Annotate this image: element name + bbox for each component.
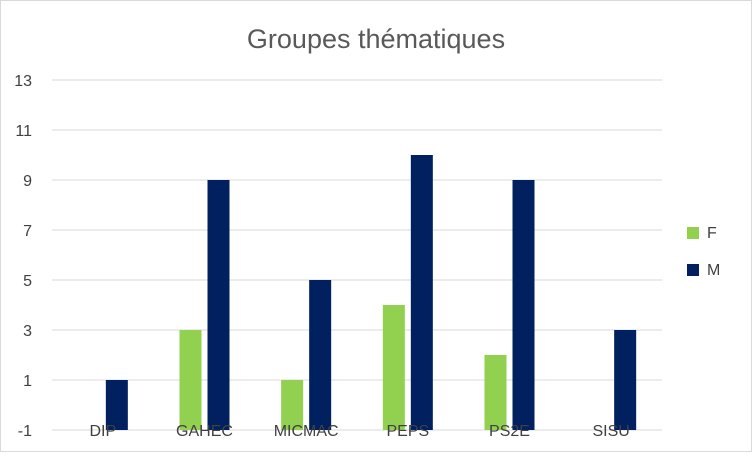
- legend-swatch-m: [687, 264, 699, 276]
- y-tick-label: 5: [23, 273, 32, 290]
- bar-f-ps2e: [484, 355, 507, 430]
- bar-f-micmac: [281, 380, 304, 430]
- bar-m-dip: [105, 380, 128, 430]
- bar-m-gahec: [207, 180, 230, 430]
- x-tick-label: MICMAC: [274, 423, 339, 440]
- legend-label-f: F: [707, 225, 717, 242]
- bar-f-peps: [382, 305, 405, 430]
- y-tick-label: 7: [23, 223, 32, 240]
- grid-lines: [52, 79, 662, 431]
- y-tick-label: -1: [18, 423, 32, 440]
- chart-title: Groupes thématiques: [247, 24, 505, 54]
- bar-m-peps: [410, 155, 433, 430]
- legend: FM: [687, 225, 720, 279]
- bar-m-ps2e: [512, 180, 535, 430]
- x-tick-label: DIP: [89, 423, 116, 440]
- legend-swatch-f: [687, 227, 699, 239]
- bar-m-micmac: [309, 280, 332, 430]
- bar-series: [105, 155, 637, 430]
- bar-m-sisu: [614, 330, 637, 430]
- y-tick-label: 11: [15, 123, 32, 140]
- legend-label-m: M: [707, 262, 720, 279]
- bar-f-gahec: [179, 330, 202, 430]
- y-tick-label: 3: [23, 323, 32, 340]
- x-tick-label: PEPS: [386, 423, 429, 440]
- x-tick-label: GAHEC: [176, 423, 233, 440]
- x-axis-labels: DIP GAHEC MICMAC PEPS PS2E SISU: [89, 423, 629, 440]
- y-tick-label: 1: [23, 373, 32, 390]
- y-tick-label: 9: [23, 173, 32, 190]
- y-tick-label: 13: [14, 73, 32, 90]
- x-tick-label: PS2E: [489, 423, 530, 440]
- x-tick-label: SISU: [592, 423, 629, 440]
